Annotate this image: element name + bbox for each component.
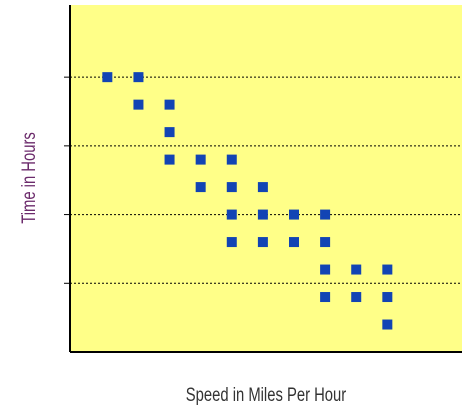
x-axis-label: Speed in Miles Per Hour xyxy=(186,384,347,405)
point xyxy=(226,237,237,248)
plot-area xyxy=(70,5,462,352)
point xyxy=(164,127,175,138)
point xyxy=(320,237,331,248)
point xyxy=(351,292,362,303)
point xyxy=(257,182,268,193)
point xyxy=(226,154,237,165)
point xyxy=(320,292,331,303)
point xyxy=(382,292,393,303)
point xyxy=(257,237,268,248)
point xyxy=(382,264,393,275)
y-axis-label: Time in Hours xyxy=(18,132,39,224)
point xyxy=(257,209,268,220)
point xyxy=(382,319,393,330)
point xyxy=(289,237,299,248)
point xyxy=(351,264,362,275)
point xyxy=(289,209,299,220)
point xyxy=(133,72,144,83)
point xyxy=(226,209,237,220)
point xyxy=(320,209,331,220)
point xyxy=(102,72,113,83)
point xyxy=(195,154,206,165)
point xyxy=(133,99,144,110)
point xyxy=(226,182,237,193)
point xyxy=(164,99,175,110)
point xyxy=(320,264,331,275)
point xyxy=(195,182,206,193)
point xyxy=(164,154,175,165)
